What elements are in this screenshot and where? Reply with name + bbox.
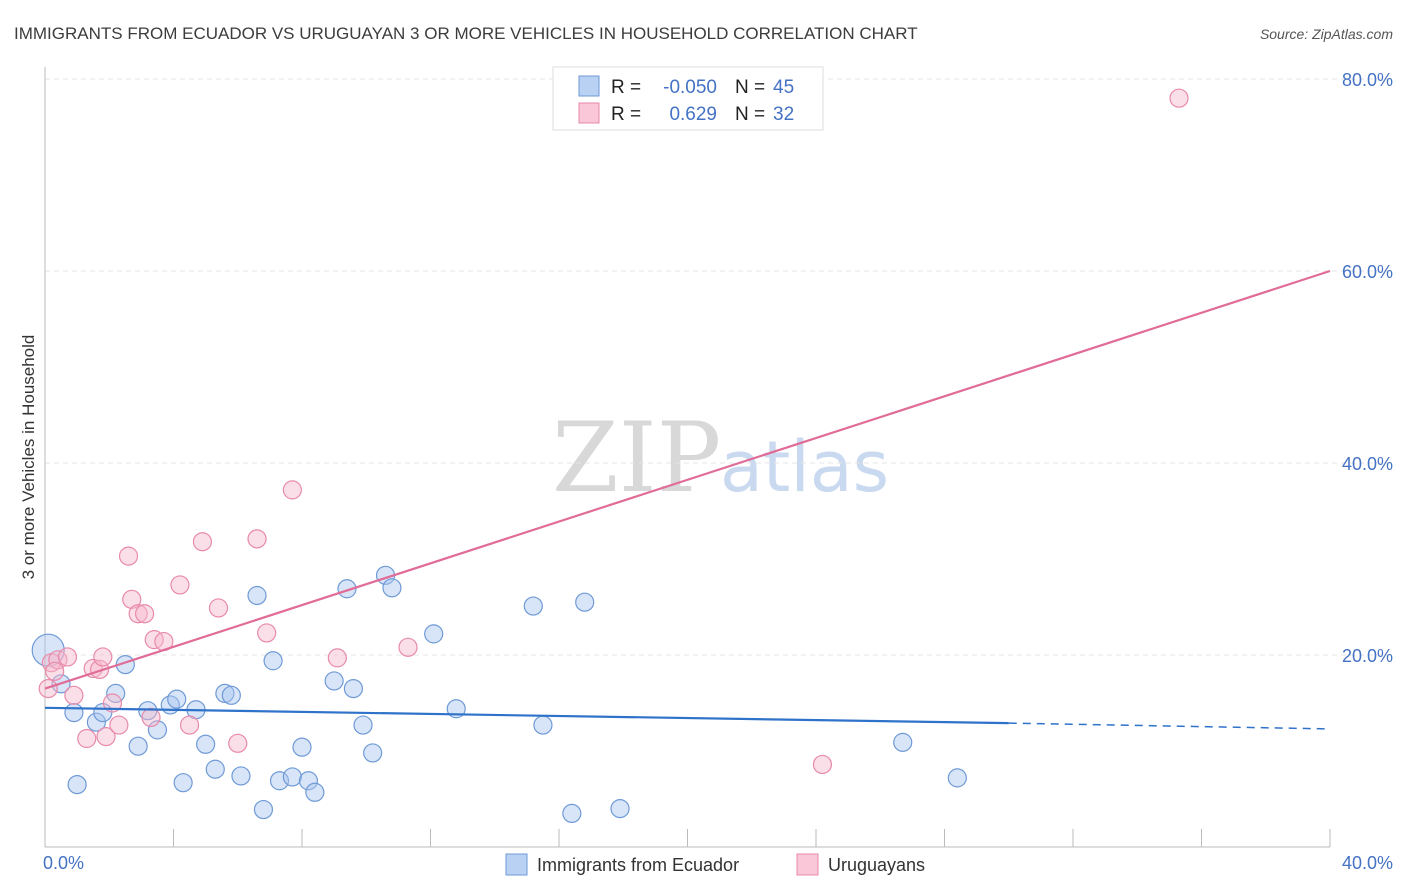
point-ecuador-0 [31, 633, 65, 667]
watermark: ZIP atlas [552, 402, 889, 514]
legend-n-value-ecuador: 45 [773, 77, 794, 98]
point-uruguayans-7 [90, 659, 110, 680]
point-uruguayans-17 [144, 630, 164, 650]
point-ecuador-4 [86, 712, 107, 732]
point-uruguayans-11 [109, 715, 129, 735]
point-uruguayans-3 [57, 647, 78, 667]
point-uruguayans-5 [77, 728, 97, 749]
point-ecuador-28 [324, 671, 344, 691]
chart-source: Source: ZipAtlas.com [1260, 26, 1393, 42]
legend-n-label-uruguayans: N = [735, 104, 765, 125]
trend-line-ecuador [44, 706, 1009, 725]
y-tick-label-40: 40.0% [1342, 454, 1393, 474]
point-ecuador-35 [424, 624, 444, 644]
point-uruguayans-28 [398, 637, 418, 657]
gridlines [45, 78, 1393, 656]
legend-n-label-ecuador: N = [735, 77, 765, 98]
legend-box: R = -0.050 N = 45 R = 0.629 N = 32 [552, 66, 824, 131]
y-tick-label-60: 60.0% [1342, 262, 1393, 282]
trend-line-ecuador-extrapolated [1008, 722, 1331, 730]
legend-r-label-ecuador: R = [611, 77, 641, 98]
point-ecuador-43 [947, 768, 967, 788]
point-ecuador-42 [893, 732, 913, 752]
bottom-legend-swatch-ecuador [505, 853, 528, 876]
x-tick-label-max: 40.0% [1342, 853, 1393, 873]
point-ecuador-12 [167, 689, 187, 709]
point-ecuador-16 [205, 759, 225, 779]
legend-swatch-uruguayans [578, 102, 600, 124]
point-uruguayans-21 [192, 532, 213, 552]
legend-r-value-uruguayans: 0.629 [669, 104, 717, 125]
point-ecuador-8 [128, 736, 148, 756]
y-tick-label-20: 20.0% [1342, 646, 1393, 666]
point-uruguayans-22 [208, 598, 229, 618]
point-uruguayans-16 [141, 707, 161, 728]
point-ecuador-30 [343, 678, 363, 699]
x-tick-label-min: 0.0% [43, 853, 84, 873]
point-ecuador-40 [575, 592, 595, 612]
point-uruguayans-10 [102, 693, 123, 713]
point-ecuador-2 [64, 702, 84, 723]
point-uruguayans-12 [118, 546, 139, 566]
bottom-legend-label-uruguayans: Uruguayans [828, 855, 925, 875]
point-uruguayans-14 [128, 604, 148, 624]
point-ecuador-37 [523, 596, 543, 616]
point-uruguayans-23 [228, 733, 248, 753]
point-ecuador-26 [298, 771, 319, 791]
point-uruguayans-29 [812, 754, 833, 775]
point-uruguayans-9 [96, 726, 116, 747]
point-uruguayans-19 [170, 575, 190, 595]
trend-line-uruguayans [44, 269, 1331, 690]
point-ecuador-23 [269, 771, 290, 791]
bottom-legend: Immigrants from Ecuador Uruguayans [505, 853, 925, 876]
point-ecuador-24 [282, 767, 302, 787]
trend-lines [44, 269, 1331, 730]
point-ecuador-19 [231, 766, 251, 786]
point-uruguayans-31 [45, 661, 65, 681]
x-tick-marks [44, 829, 1331, 847]
legend-n-value-uruguayans: 32 [773, 104, 794, 125]
chart-title: IMMIGRANTS FROM ECUADOR VS URUGUAYAN 3 O… [14, 24, 918, 43]
point-ecuador-25 [292, 737, 312, 757]
watermark-atlas: atlas [720, 426, 889, 508]
bottom-legend-swatch-uruguayans [796, 853, 819, 876]
point-uruguayans-27 [327, 648, 347, 668]
point-ecuador-3 [67, 774, 87, 795]
point-uruguayans-8 [93, 647, 113, 667]
point-ecuador-39 [562, 803, 582, 824]
point-ecuador-38 [533, 715, 553, 735]
y-axis-label: 3 or more Vehicles in Household [19, 335, 38, 580]
point-ecuador-20 [247, 585, 267, 606]
point-ecuador-41 [610, 798, 630, 819]
point-ecuador-15 [196, 734, 216, 754]
point-uruguayans-30 [1169, 88, 1189, 108]
point-ecuador-18 [221, 685, 241, 705]
point-uruguayans-25 [257, 623, 277, 643]
legend-r-value-ecuador: -0.050 [663, 77, 717, 98]
point-ecuador-21 [253, 799, 274, 820]
point-uruguayans-26 [282, 480, 302, 500]
point-ecuador-32 [363, 743, 383, 763]
y-tick-labels: 20.0% 40.0% 60.0% 80.0% [1342, 70, 1393, 666]
point-ecuador-10 [147, 720, 168, 740]
point-uruguayans-20 [179, 715, 200, 735]
legend-swatch-ecuador [578, 75, 600, 97]
point-ecuador-22 [263, 651, 283, 671]
bottom-legend-label-ecuador: Immigrants from Ecuador [537, 855, 739, 875]
point-ecuador-13 [173, 773, 193, 793]
point-uruguayans-15 [134, 604, 155, 624]
point-ecuador-34 [382, 578, 402, 598]
point-uruguayans-4 [64, 685, 84, 705]
point-ecuador-31 [353, 715, 373, 735]
point-ecuador-29 [337, 579, 357, 599]
legend-r-label-uruguayans: R = [611, 104, 641, 125]
point-uruguayans-24 [247, 529, 267, 549]
y-tick-label-80: 80.0% [1342, 70, 1393, 90]
point-uruguayans-13 [122, 589, 142, 609]
point-ecuador-27 [305, 782, 325, 802]
